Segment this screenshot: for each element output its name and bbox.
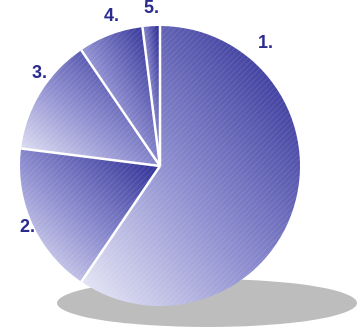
slice-separators — [20, 26, 162, 283]
slice-separator-3 — [20, 147, 161, 168]
slice-separator-2 — [80, 165, 162, 283]
pie-slice-texture-2 — [19, 148, 161, 282]
slice-separator-5 — [141, 26, 162, 167]
slice-separator-4 — [80, 49, 162, 167]
slice-label-4: 4. — [104, 5, 119, 25]
slice-label-3: 3. — [32, 62, 47, 82]
slice-label-2: 2. — [20, 216, 35, 236]
pie-slice-texture-3 — [21, 50, 160, 166]
pie-slice-texture-4 — [81, 27, 160, 166]
slice-labels: 1. 2. 3. 4. 5. — [20, 0, 273, 236]
pie-slice-texture-1 — [81, 26, 301, 306]
slice-label-1: 1. — [258, 32, 273, 52]
slice-label-5: 5. — [144, 0, 159, 17]
